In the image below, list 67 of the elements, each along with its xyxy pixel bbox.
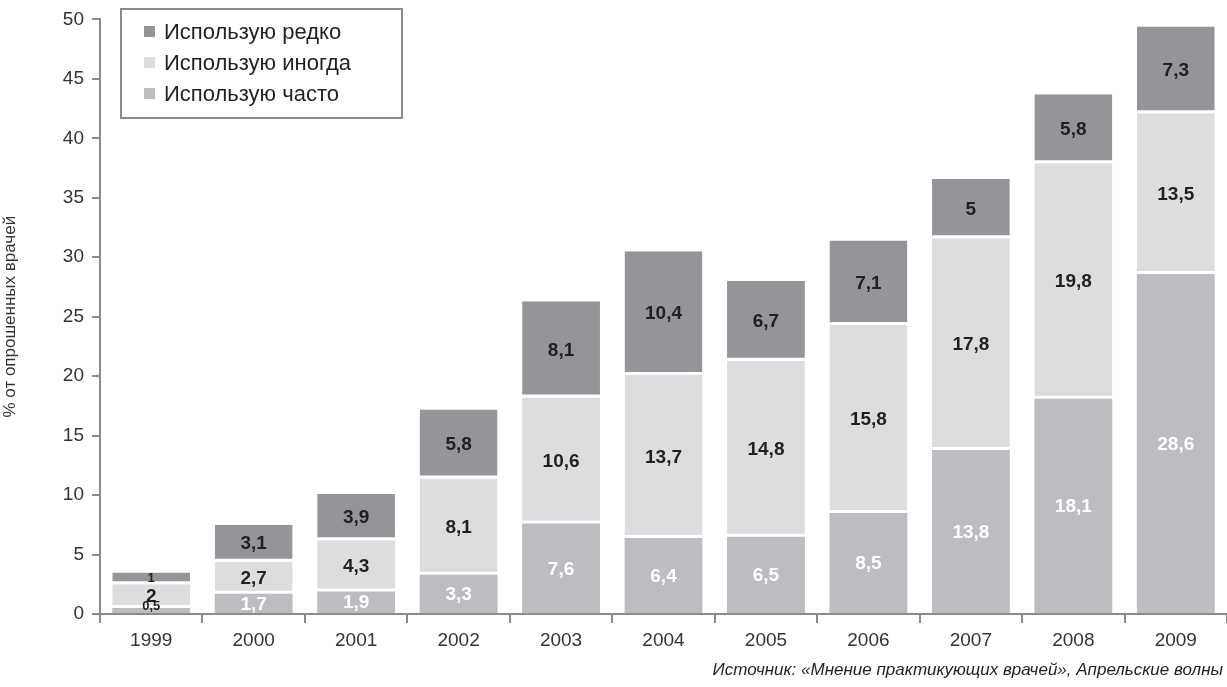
bar <box>317 591 396 613</box>
data-label: 6,5 <box>752 564 780 586</box>
y-axis-title: % от опрошенных врачей <box>0 215 19 418</box>
data-label: 8,1 <box>445 515 473 537</box>
y-tick-label: 40 <box>62 126 84 148</box>
x-tick-label: 2002 <box>437 628 480 650</box>
data-label: 15,8 <box>849 408 887 430</box>
data-label: 13,8 <box>952 520 990 542</box>
data-label: 8,5 <box>855 552 883 574</box>
bar <box>1136 273 1215 613</box>
y-tick-label: 15 <box>62 423 84 445</box>
bar <box>1034 398 1113 613</box>
y-tick-label: 20 <box>62 364 84 386</box>
x-tick-label: 1999 <box>130 628 173 650</box>
data-label: 1,7 <box>240 592 267 614</box>
x-tick-label: 2006 <box>847 628 890 650</box>
data-label: 7,6 <box>547 557 575 579</box>
data-label: 3,3 <box>445 583 472 605</box>
data-label: 5,8 <box>445 433 472 455</box>
data-label: 13,7 <box>645 445 682 467</box>
data-label: 6,7 <box>752 310 780 332</box>
bar <box>522 523 600 613</box>
data-label: 5 <box>965 197 977 219</box>
data-label: 14,8 <box>747 437 785 459</box>
x-tick-label: 2001 <box>335 628 378 650</box>
bar <box>829 512 908 613</box>
data-label: 10,6 <box>542 449 580 471</box>
data-label: 19,8 <box>1054 270 1092 292</box>
x-tick-label: 2009 <box>1154 628 1197 650</box>
data-label: 3,1 <box>240 532 268 554</box>
legend-label: Использую иногда <box>164 49 352 76</box>
data-label: 18,1 <box>1054 495 1093 517</box>
bar <box>624 537 703 613</box>
data-label: 2,7 <box>240 566 267 588</box>
bar <box>931 449 1010 613</box>
x-tick-label: 2000 <box>232 628 275 650</box>
y-tick-label: 30 <box>62 245 84 267</box>
data-label: 7,3 <box>1162 59 1189 81</box>
data-label: 4,3 <box>342 555 370 577</box>
y-tick-label: 10 <box>62 483 84 505</box>
data-label: 5,8 <box>1060 118 1087 140</box>
x-tick-label: 2004 <box>642 628 686 650</box>
data-label: 13,5 <box>1157 182 1195 204</box>
data-label: 1 <box>147 569 155 585</box>
legend-label: Использую редко <box>164 18 342 45</box>
data-label: 6,4 <box>650 564 678 586</box>
x-tick-label: 2005 <box>744 628 788 650</box>
y-tick-label: 35 <box>62 186 84 208</box>
data-label: 10,4 <box>645 302 683 324</box>
data-label: 17,8 <box>952 333 990 355</box>
data-label: 8,1 <box>547 338 575 360</box>
bar <box>419 574 498 613</box>
y-tick-label: 0 <box>73 602 84 624</box>
data-label: 1,9 <box>342 591 370 613</box>
data-label: 28,6 <box>1157 432 1195 454</box>
data-label: 7,1 <box>855 272 883 294</box>
legend-label: Использую часто <box>164 80 339 107</box>
y-tick-label: 45 <box>62 67 84 89</box>
x-tick-label: 2003 <box>539 628 583 650</box>
y-tick-label: 25 <box>62 304 84 326</box>
x-tick-label: 2008 <box>1052 628 1095 650</box>
text: Источник: «Мнение практикующих врачей», Апрельские волны <box>712 659 1223 681</box>
bar <box>727 536 805 613</box>
y-tick-label: 50 <box>62 7 84 29</box>
y-tick-label: 5 <box>73 542 84 564</box>
data-label: 3,9 <box>342 506 370 528</box>
x-tick-label: 2007 <box>949 628 992 650</box>
